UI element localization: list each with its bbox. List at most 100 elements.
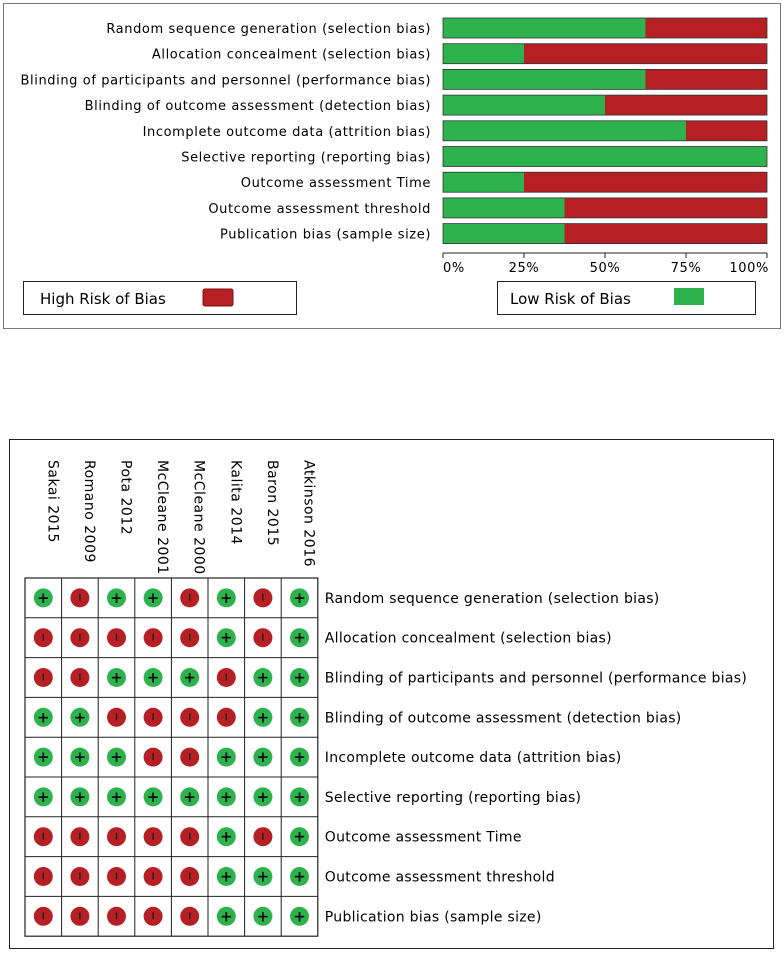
high-risk-mark [107,628,126,648]
domain-label: Blinding of outcome assessment (detectio… [325,710,682,726]
bar-low-risk [443,95,605,116]
judgement-symbol: + [257,907,270,925]
judgement-symbol: + [183,669,196,687]
low-risk-circle [290,668,309,687]
low-risk-circle [253,668,273,687]
study-label: McCleane 2000 [191,460,207,575]
low-risk-circle [290,867,309,886]
low-risk-circle [216,906,236,926]
y-tick-label: Outcome assessment threshold [208,202,431,217]
low-risk-circle [143,787,163,807]
bar-outline [442,171,768,193]
low-risk-mark: + [253,787,273,807]
high-risk-mark [216,707,236,727]
judgement-symbol: + [293,907,306,925]
high-risk-mark [216,668,236,687]
study-label: Romano 2009 [81,460,97,563]
low-risk-circle [216,827,236,847]
low-risk-circle [216,588,236,608]
high-risk-mark [180,588,200,608]
low-risk-mark: + [107,787,126,807]
high-risk-mark [70,906,90,926]
domain-label: Selective reporting (reporting bias) [325,790,582,806]
low-risk-mark: + [33,787,53,807]
low-risk-mark: + [253,747,273,767]
low-risk-mark: + [180,668,200,687]
low-risk-mark: + [290,827,309,847]
judgement-symbol: + [110,669,123,687]
study-label: Baron 2015 [264,460,280,546]
low-risk-circle [107,787,126,807]
high-risk-mark [33,867,53,886]
study-label: Pota 2012 [118,460,134,535]
y-tick-label: Selective reporting (reporting bias) [181,151,431,166]
low-risk-circle [70,747,90,767]
bar-outline [442,223,768,245]
x-tick-label: 50% [590,261,621,276]
low-risk-mark: + [290,747,309,767]
low-risk-mark: + [70,747,90,767]
low-risk-mark: + [290,628,309,648]
low-risk-circle [70,707,90,727]
study-label: Atkinson 2016 [301,460,317,567]
high-risk-mark [180,827,200,847]
judgement-symbol: + [293,828,306,846]
high-risk-mark [143,827,163,847]
low-risk-mark: + [253,906,273,926]
bar-high-risk [645,18,767,38]
low-risk-circle [253,747,273,767]
judgement-symbol: + [257,669,270,687]
low-risk-circle [253,707,273,727]
low-risk-circle [290,906,309,926]
judgement-symbol: + [257,708,270,726]
low-risk-circle [33,747,53,767]
low-risk-circle [33,588,53,608]
judgement-symbol: + [183,788,196,806]
high-risk-mark [180,906,200,926]
legend-high-swatch [202,288,234,307]
low-risk-mark: + [143,787,163,807]
high-risk-mark [180,628,200,648]
bar-outline [442,17,768,39]
low-risk-circle [253,867,273,886]
y-tick-label: Incomplete outcome data (attrition bias) [143,125,431,140]
judgement-symbol: + [293,788,306,806]
low-risk-circle [253,906,273,926]
judgement-symbol: + [293,669,306,687]
domain-label: Outcome assessment threshold [325,870,555,886]
low-risk-circle [180,787,200,807]
domain-label: Publication bias (sample size) [325,909,542,925]
study-label: Kalita 2014 [227,460,243,545]
high-risk-mark [70,867,90,886]
low-risk-circle [290,747,309,767]
low-risk-circle [216,628,236,648]
judgement-symbol: + [147,788,160,806]
low-risk-circle [290,827,309,847]
judgement-symbol: + [110,589,123,607]
bar-low-risk [443,172,524,193]
y-tick-label: Random sequence generation (selection bi… [106,22,431,37]
low-risk-mark: + [253,867,273,886]
judgement-symbol: + [147,589,160,607]
low-risk-circle [216,747,236,767]
low-risk-mark: + [216,588,236,608]
low-risk-mark: + [216,867,236,886]
table-panel-frame [9,439,774,949]
low-risk-mark: + [216,906,236,926]
high-risk-mark [107,867,126,886]
bar-outline [442,94,768,116]
low-risk-circle [290,588,309,608]
high-risk-mark [107,707,126,727]
high-risk-mark [143,707,163,727]
low-risk-mark: + [253,707,273,727]
domain-label: Random sequence generation (selection bi… [325,591,660,607]
low-risk-mark: + [216,827,236,847]
low-risk-circle [216,867,236,886]
low-risk-mark: + [107,747,126,767]
judgement-symbol: + [147,669,160,687]
judgement-symbol: + [37,589,50,607]
judgement-symbol: + [110,748,123,766]
judgement-symbol: + [110,788,123,806]
low-risk-mark: + [33,707,53,727]
